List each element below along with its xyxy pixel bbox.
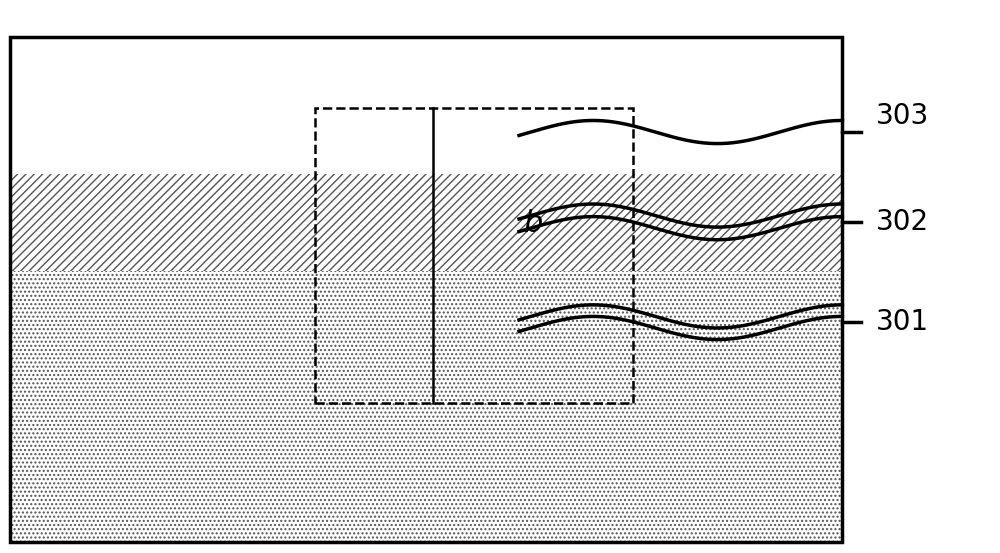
Bar [10,174,842,272]
Text: 303: 303 [876,102,929,131]
Bar [315,108,633,403]
Bar [10,38,842,174]
Bar [10,272,842,542]
Text: b: b [524,210,543,238]
Text: 302: 302 [876,208,929,236]
Text: 301: 301 [876,308,929,336]
Bar [10,38,842,542]
Bar [10,38,842,542]
